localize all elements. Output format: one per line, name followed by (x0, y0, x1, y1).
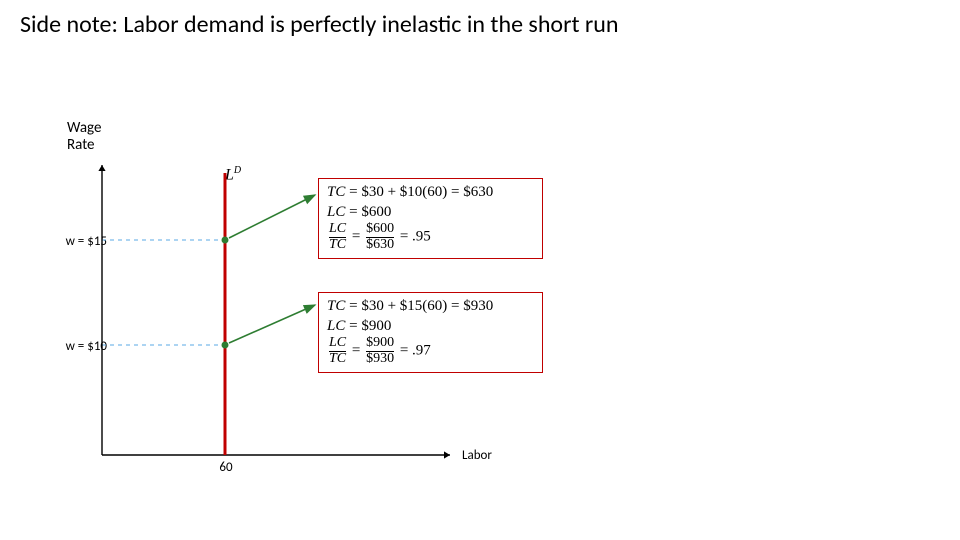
box1-frac-lctc: LC TC (329, 222, 346, 252)
box2-frac-num1: LC (329, 336, 346, 351)
box2-frac-vals: $900 $930 (366, 336, 394, 366)
box2-frac-den1: TC (329, 351, 346, 367)
box1-frac-den2: $630 (366, 237, 394, 253)
box2-tc: TC (327, 298, 345, 314)
box1-frac-num1: LC (329, 222, 346, 237)
box1-eq1: = (352, 229, 364, 245)
slide-title: Side note: Labor demand is perfectly ine… (20, 10, 619, 39)
box2-line1: TC = $30 + $15(60) = $930 (327, 297, 534, 317)
box1-line1: TC = $30 + $10(60) = $630 (327, 183, 534, 203)
box1-frac-vals: $600 $630 (366, 222, 394, 252)
slide: Side note: Labor demand is perfectly ine… (0, 0, 960, 540)
box2-lc-expr: = $900 (345, 318, 391, 334)
equation-box-2: TC = $30 + $15(60) = $930 LC = $900 LC T… (318, 292, 543, 373)
box2-eq1: = (352, 343, 364, 359)
box1-frac-den1: TC (329, 237, 346, 253)
box1-tc-expr: = $30 + $10(60) = $630 (345, 184, 493, 200)
box2-frac-lctc: LC TC (329, 336, 346, 366)
y-axis-label-line2: Rate (67, 136, 95, 154)
box2-line3: LC TC = $900 $930 = .97 (327, 336, 534, 366)
y-axis-label: Wage Rate (67, 120, 101, 155)
box2-line2: LC = $900 (327, 317, 534, 337)
box1-line2: LC = $600 (327, 203, 534, 223)
box2-result: = .97 (400, 343, 431, 359)
box1-tc: TC (327, 184, 345, 200)
box2-frac-den2: $930 (366, 351, 394, 367)
box1-line3: LC TC = $600 $630 = .95 (327, 222, 534, 252)
box2-lc: LC (327, 318, 345, 334)
box1-lc: LC (327, 204, 345, 220)
equation-box-1: TC = $30 + $10(60) = $630 LC = $600 LC T… (318, 178, 543, 259)
box2-frac-num2: $900 (366, 336, 394, 351)
y-axis-label-line1: Wage (67, 119, 101, 137)
box1-lc-expr: = $600 (345, 204, 391, 220)
box2-tc-expr: = $30 + $15(60) = $930 (345, 298, 493, 314)
box1-frac-num2: $600 (366, 222, 394, 237)
box1-result: = .95 (400, 229, 431, 245)
